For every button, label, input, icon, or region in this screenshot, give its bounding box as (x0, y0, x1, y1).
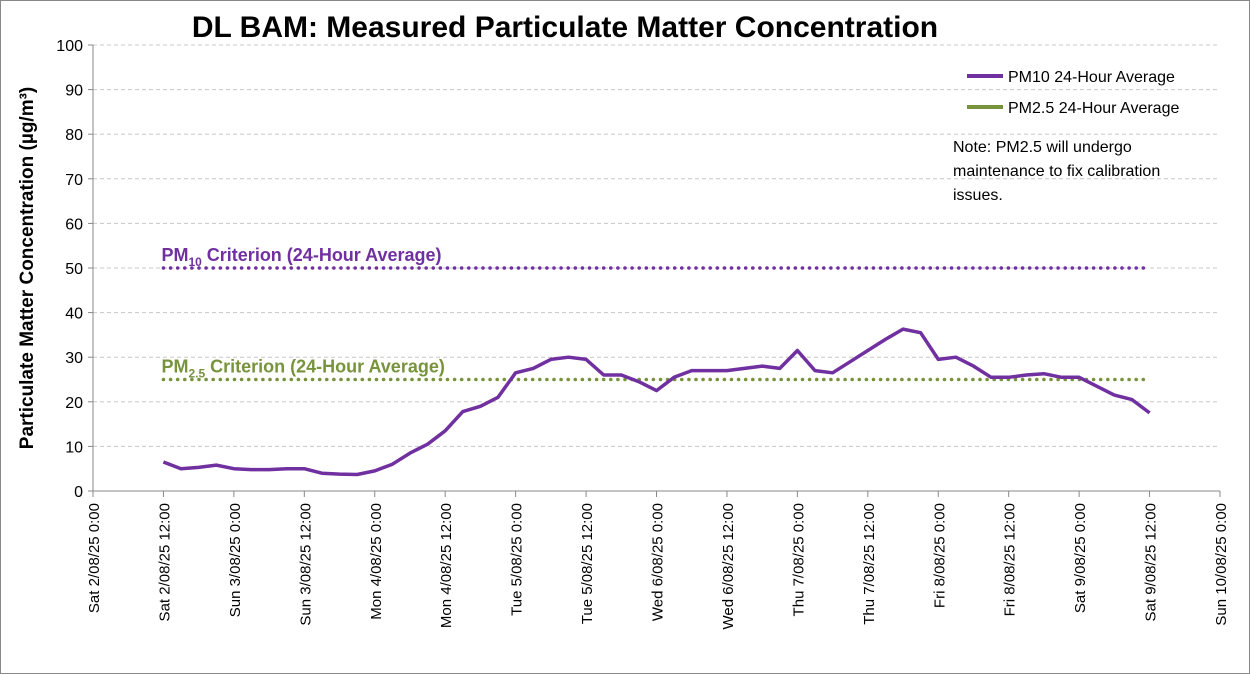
x-tick-label: Sun 10/08/25 0:00 (1213, 503, 1230, 626)
x-tick-label: Mon 4/08/25 0:00 (368, 503, 385, 620)
x-tick-label: Fri 8/08/25 12:00 (1002, 503, 1019, 616)
note: issues. (953, 187, 1003, 204)
criterion-label-rest: Criterion (24-Hour Average) (205, 357, 445, 377)
x-tick-label: Fri 8/08/25 0:00 (931, 503, 948, 608)
criterion-label-text: PM (161, 357, 188, 377)
y-tick-label: 90 (65, 83, 83, 100)
x-tick-label: Sat 2/08/25 12:00 (156, 503, 173, 621)
criterion-label-text: PM (161, 245, 188, 265)
series-line (162, 327, 1151, 477)
y-tick-label: 20 (65, 395, 83, 412)
x-tick-label: Wed 6/08/25 12:00 (720, 503, 737, 630)
y-axis-label: Particulate Matter Concentration (µg/m³) (17, 87, 38, 449)
y-tick-label: 40 (65, 306, 83, 323)
y-tick-label: 0 (74, 484, 83, 501)
legend-label: PM10 24-Hour Average (1008, 69, 1175, 86)
y-tick-label: 60 (65, 216, 83, 233)
criterion-label-sub: 10 (188, 255, 202, 269)
legend-label: PM2.5 24-Hour Average (1008, 100, 1179, 117)
y-tick-label: 50 (65, 261, 83, 278)
y-tick-label: 100 (56, 38, 83, 55)
criterion-label: PM2.5 Criterion (24-Hour Average) (161, 357, 444, 381)
x-tick-label: Sat 9/08/25 12:00 (1143, 503, 1160, 621)
y-tick-label: 30 (65, 350, 83, 367)
y-tick-label: 80 (65, 127, 83, 144)
criterion-label-rest: Criterion (24-Hour Average) (202, 245, 442, 265)
y-tick-label: 10 (65, 439, 83, 456)
x-tick-label: Sun 3/08/25 12:00 (297, 503, 314, 626)
note: maintenance to fix calibration (953, 163, 1160, 180)
x-tick-label: Wed 6/08/25 0:00 (650, 503, 667, 621)
x-tick-label: Sat 2/08/25 0:00 (86, 503, 103, 613)
criterion-label-sub: 2.5 (188, 367, 205, 381)
x-tick-label: Thu 7/08/25 12:00 (861, 503, 878, 625)
x-tick-label: Sat 9/08/25 0:00 (1072, 503, 1089, 613)
x-tick-label: Mon 4/08/25 12:00 (438, 503, 455, 628)
note: Note: PM2.5 will undergo (953, 139, 1132, 156)
y-tick-label: 70 (65, 172, 83, 189)
x-tick-label: Sun 3/08/25 0:00 (227, 503, 244, 617)
x-tick-label: Thu 7/08/25 0:00 (790, 503, 807, 616)
criterion-label: PM10 Criterion (24-Hour Average) (161, 245, 441, 269)
x-tick-label: Tue 5/08/25 12:00 (579, 503, 596, 624)
chart-title: DL BAM: Measured Particulate Matter Conc… (192, 11, 938, 44)
x-tick-label: Tue 5/08/25 0:00 (509, 503, 526, 616)
